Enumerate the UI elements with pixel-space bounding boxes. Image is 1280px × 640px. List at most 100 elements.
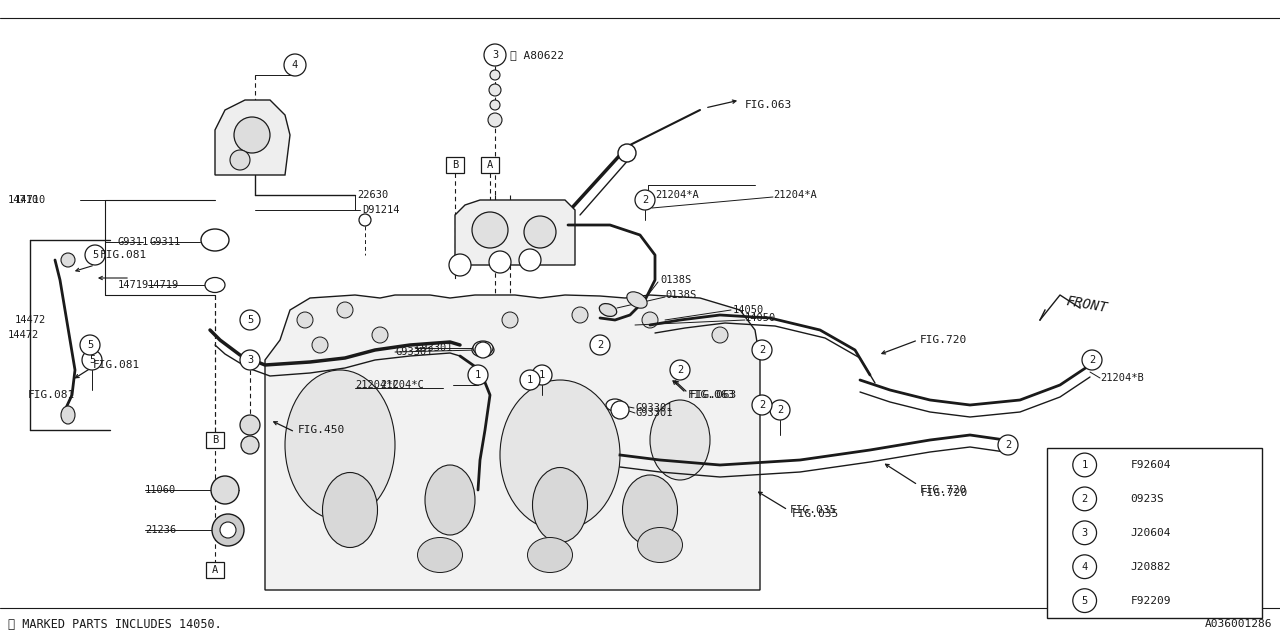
Text: G93301: G93301 <box>635 408 672 418</box>
Circle shape <box>753 395 772 415</box>
Circle shape <box>241 350 260 370</box>
Text: FIG.450: FIG.450 <box>298 425 346 435</box>
Circle shape <box>643 312 658 328</box>
Text: G9311: G9311 <box>118 237 150 247</box>
Circle shape <box>524 216 556 248</box>
Circle shape <box>489 84 500 96</box>
Ellipse shape <box>599 303 617 316</box>
Text: 14719: 14719 <box>118 280 150 290</box>
Ellipse shape <box>417 538 462 573</box>
Circle shape <box>241 310 260 330</box>
Ellipse shape <box>323 472 378 547</box>
Circle shape <box>1073 487 1097 511</box>
Circle shape <box>490 100 500 110</box>
Circle shape <box>475 342 492 358</box>
Circle shape <box>220 522 236 538</box>
Text: 5: 5 <box>87 340 93 350</box>
Text: 5: 5 <box>1082 596 1088 605</box>
Text: 21204*C: 21204*C <box>355 380 399 390</box>
Text: 4: 4 <box>292 60 298 70</box>
Text: FIG.081: FIG.081 <box>28 390 76 400</box>
Text: 14050: 14050 <box>745 313 776 323</box>
Text: 2: 2 <box>1089 355 1096 365</box>
Text: FIG.720: FIG.720 <box>920 335 968 345</box>
Circle shape <box>771 400 790 420</box>
Circle shape <box>241 436 259 454</box>
Circle shape <box>669 360 690 380</box>
Circle shape <box>1082 350 1102 370</box>
Circle shape <box>234 117 270 153</box>
Text: G93301: G93301 <box>396 347 433 357</box>
Text: 5: 5 <box>92 250 99 260</box>
Text: FRONT: FRONT <box>1065 294 1108 316</box>
Text: 2: 2 <box>596 340 603 350</box>
Text: G93301: G93301 <box>635 403 672 413</box>
Text: FIG.081: FIG.081 <box>100 250 147 260</box>
Polygon shape <box>265 295 760 590</box>
Circle shape <box>1073 521 1097 545</box>
Text: D91214: D91214 <box>362 205 399 215</box>
Circle shape <box>82 350 102 370</box>
Text: 2: 2 <box>641 195 648 205</box>
Text: 1: 1 <box>539 370 545 380</box>
Circle shape <box>358 214 371 226</box>
Ellipse shape <box>285 370 396 520</box>
Circle shape <box>372 327 388 343</box>
Text: 21236: 21236 <box>145 525 177 535</box>
Text: FIG.063: FIG.063 <box>689 390 735 400</box>
Circle shape <box>502 312 518 328</box>
Ellipse shape <box>500 380 620 530</box>
Text: 3: 3 <box>247 355 253 365</box>
Text: 0138S: 0138S <box>666 290 696 300</box>
Ellipse shape <box>201 229 229 251</box>
Circle shape <box>211 476 239 504</box>
Text: F92209: F92209 <box>1130 596 1171 605</box>
Circle shape <box>312 337 328 353</box>
Ellipse shape <box>627 292 648 308</box>
Bar <box>206 562 224 578</box>
Ellipse shape <box>527 538 572 573</box>
Text: 21204*B: 21204*B <box>1100 373 1144 383</box>
Circle shape <box>488 113 502 127</box>
Text: 1: 1 <box>1082 460 1088 470</box>
Text: 14719: 14719 <box>148 280 179 290</box>
Circle shape <box>712 327 728 343</box>
Circle shape <box>449 254 471 276</box>
Circle shape <box>998 435 1018 455</box>
Circle shape <box>1073 453 1097 477</box>
Text: G93301: G93301 <box>415 343 453 353</box>
Circle shape <box>61 253 76 267</box>
Text: FIG.035: FIG.035 <box>790 505 837 515</box>
Polygon shape <box>454 200 575 265</box>
Text: 14472: 14472 <box>8 330 40 340</box>
Circle shape <box>520 370 540 390</box>
Text: 4: 4 <box>1082 562 1088 572</box>
Circle shape <box>337 302 353 318</box>
Ellipse shape <box>532 467 588 543</box>
Text: 14472: 14472 <box>15 315 46 325</box>
Text: A: A <box>486 160 493 170</box>
Circle shape <box>753 340 772 360</box>
Circle shape <box>1073 555 1097 579</box>
Text: 21204*A: 21204*A <box>773 190 817 200</box>
Text: 5: 5 <box>88 355 95 365</box>
Bar <box>206 432 224 448</box>
Text: B: B <box>212 435 218 445</box>
Text: 21204*C: 21204*C <box>380 380 424 390</box>
Text: ※ A80622: ※ A80622 <box>509 50 564 60</box>
Ellipse shape <box>605 399 625 411</box>
Circle shape <box>1085 353 1100 367</box>
Text: 2: 2 <box>677 365 684 375</box>
Text: FIG.063: FIG.063 <box>690 390 737 400</box>
Text: J20882: J20882 <box>1130 562 1171 572</box>
Circle shape <box>618 144 636 162</box>
Bar <box>481 157 499 173</box>
Circle shape <box>297 312 314 328</box>
Circle shape <box>518 249 541 271</box>
Text: 1: 1 <box>475 370 481 380</box>
Text: B: B <box>452 160 458 170</box>
Bar <box>445 157 465 173</box>
Circle shape <box>241 415 260 435</box>
Text: 14710: 14710 <box>15 195 46 205</box>
Text: 2: 2 <box>759 400 765 410</box>
